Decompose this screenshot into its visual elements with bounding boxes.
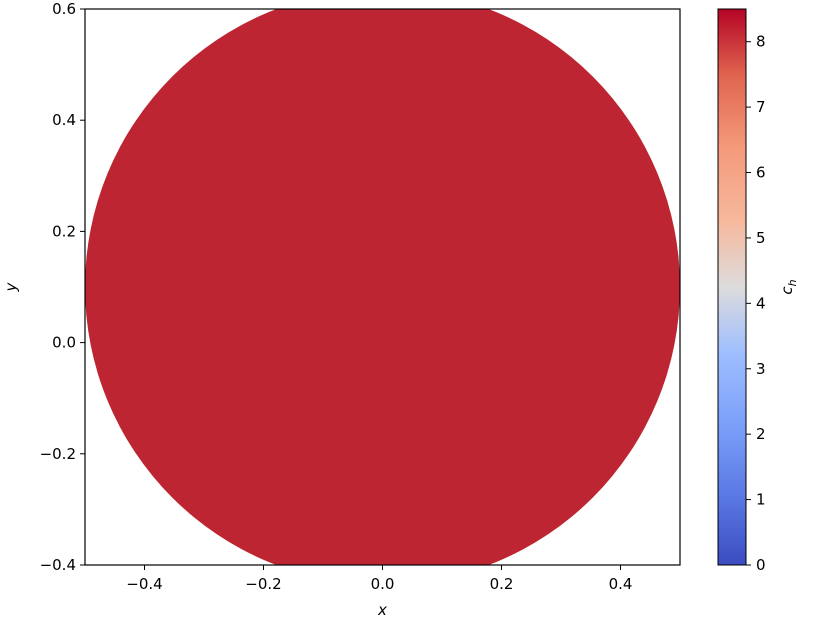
x-axis-ticks: −0.4 −0.2 0.0 0.2 0.4 bbox=[126, 565, 632, 593]
x-tick-label: −0.4 bbox=[126, 575, 162, 593]
colorbar-tick-label: 3 bbox=[756, 360, 766, 378]
y-tick-label: 0.2 bbox=[52, 222, 76, 240]
colorbar-ticks: 0 1 2 3 4 5 6 7 8 bbox=[746, 33, 766, 574]
plot-area: −0.4 −0.2 0.0 0.2 0.4 −0.4 −0.2 0.0 0.2 0.4 0.6 x… bbox=[2, 0, 681, 619]
colorbar-tick-label: 5 bbox=[756, 229, 766, 247]
contour-regions bbox=[85, 9, 680, 577]
y-tick-label: 0.6 bbox=[52, 0, 76, 18]
colorbar-tick-label: 8 bbox=[756, 33, 766, 51]
x-axis-label: x bbox=[377, 601, 387, 619]
colorbar-tick-label: 7 bbox=[756, 98, 766, 116]
x-tick-label: −0.2 bbox=[245, 575, 281, 593]
colorbar: 0 1 2 3 4 5 6 7 8 ch bbox=[717, 8, 799, 574]
colorbar-tick-label: 0 bbox=[756, 556, 766, 574]
colorbar-gradient bbox=[717, 8, 747, 566]
y-tick-label: 0.4 bbox=[52, 111, 76, 129]
colorbar-tick-label: 1 bbox=[756, 491, 766, 509]
y-tick-label: −0.2 bbox=[40, 445, 76, 463]
x-tick-label: 0.4 bbox=[609, 575, 633, 593]
y-tick-label: 0.0 bbox=[52, 334, 76, 352]
x-tick-label: 0.2 bbox=[490, 575, 514, 593]
x-tick-label: 0.0 bbox=[371, 575, 395, 593]
contour-band-8.05-8.5 bbox=[85, 9, 680, 565]
y-tick-label: −0.4 bbox=[40, 556, 76, 574]
y-axis-ticks: −0.4 −0.2 0.0 0.2 0.4 0.6 bbox=[40, 0, 85, 574]
colorbar-tick-label: 2 bbox=[756, 425, 766, 443]
colorbar-tick-label: 4 bbox=[756, 294, 766, 312]
colorbar-tick-label: 6 bbox=[756, 164, 766, 182]
y-axis-label: y bbox=[2, 281, 20, 292]
colorbar-label: ch bbox=[778, 279, 799, 294]
